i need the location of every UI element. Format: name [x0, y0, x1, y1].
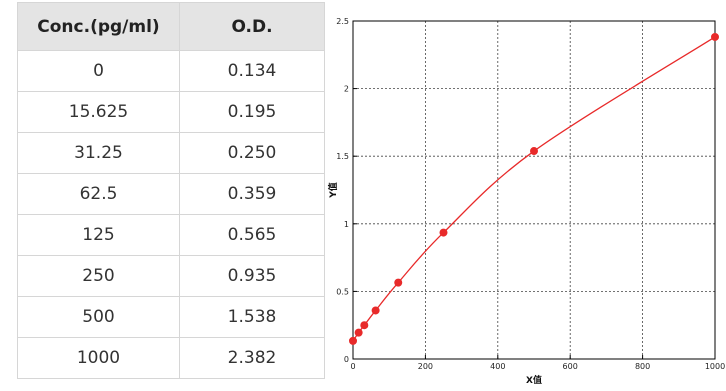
column-header-od: O.D. [179, 2, 325, 51]
data-point [439, 228, 448, 237]
data-point [710, 32, 719, 41]
x-tick-label: 400 [490, 362, 505, 371]
y-tick-label: 2 [344, 85, 349, 94]
table-row: 125 0.565 [17, 214, 325, 256]
table-row: 31.25 0.250 [17, 132, 325, 174]
od-cell: 0.195 [179, 91, 325, 133]
standard-curve-table: Conc.(pg/ml) O.D. 0 0.134 15.625 0.195 3… [17, 2, 325, 379]
y-tick-label: 0 [344, 355, 349, 364]
data-point [529, 147, 538, 156]
data-point [394, 278, 403, 287]
table-header-row: Conc.(pg/ml) O.D. [17, 2, 325, 51]
x-axis-title: X值 [526, 374, 542, 386]
axis-ticks: 0 200 400 600 800 1000 0 0.5 1 1.5 2 2.5 [336, 17, 725, 371]
column-header-concentration: Conc.(pg/ml) [17, 2, 180, 51]
x-tick-label: 0 [350, 362, 355, 371]
od-cell: 2.382 [179, 337, 325, 379]
x-tick-label: 800 [635, 362, 650, 371]
od-cell: 1.538 [179, 296, 325, 338]
x-tick-label: 1000 [705, 362, 725, 371]
standard-curve-chart: 0 200 400 600 800 1000 0 0.5 1 1.5 2 2.5 X值 Y值 [327, 17, 725, 386]
concentration-cell: 1000 [17, 337, 180, 379]
data-point [360, 321, 369, 330]
od-cell: 0.565 [179, 214, 325, 256]
od-cell: 0.134 [179, 50, 325, 92]
data-point [348, 336, 357, 345]
concentration-cell: 62.5 [17, 173, 180, 215]
table-row: 0 0.134 [17, 50, 325, 92]
concentration-cell: 500 [17, 296, 180, 338]
concentration-cell: 250 [17, 255, 180, 297]
concentration-cell: 15.625 [17, 91, 180, 133]
table-row: 250 0.935 [17, 255, 325, 297]
concentration-cell: 0 [17, 50, 180, 92]
y-tick-label: 0.5 [336, 287, 349, 296]
data-point [371, 306, 380, 315]
table-row: 1000 2.382 [17, 337, 325, 379]
concentration-cell: 31.25 [17, 132, 180, 174]
grid [353, 21, 715, 359]
od-cell: 0.359 [179, 173, 325, 215]
table-row: 15.625 0.195 [17, 91, 325, 133]
plot-frame [352, 20, 716, 360]
od-cell: 0.250 [179, 132, 325, 174]
concentration-cell: 125 [17, 214, 180, 256]
data-point [354, 328, 363, 337]
y-axis-title: Y值 [327, 182, 339, 199]
table-row: 62.5 0.359 [17, 173, 325, 215]
y-tick-label: 1 [344, 220, 349, 229]
y-tick-label: 2.5 [336, 17, 349, 26]
table-row: 500 1.538 [17, 296, 325, 338]
fit-curve [352, 36, 716, 342]
x-tick-label: 600 [563, 362, 578, 371]
od-cell: 0.935 [179, 255, 325, 297]
x-tick-label: 200 [418, 362, 433, 371]
y-tick-label: 1.5 [336, 152, 349, 161]
data-points [348, 32, 719, 345]
